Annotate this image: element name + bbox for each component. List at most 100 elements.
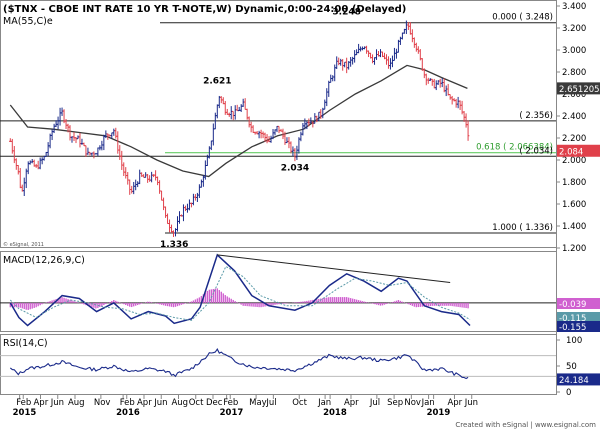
macd-last-value-text: -0.039 [559,300,586,310]
ohlc-bar [178,211,181,224]
ohlc-bar [415,42,418,52]
macd-legend: MACD(12,26,9,C) [3,255,85,266]
x-axis-label: Feb [120,398,135,408]
x-axis-label: Apr [33,398,48,408]
ohlc-bar [251,125,255,133]
macd-signal-line [9,265,471,321]
x-axis-label: Apr [344,398,359,408]
ohlc-bar [221,97,225,105]
x-axis-label: Dec [206,398,223,408]
ohlc-bar [331,75,335,82]
ohlc-bar [327,80,331,97]
x-axis-label: Apr [447,398,462,408]
x-axis-label: Feb [16,398,31,408]
ohlc-bar [60,107,64,116]
ohlc-bar [126,172,130,185]
ohlc-bar [136,181,139,188]
ohlc-bar [345,57,348,74]
ohlc-bar [132,181,136,195]
x-axis-label: 2015 [13,408,37,418]
ohlc-bar [198,184,201,198]
ohlc-bar [158,180,161,194]
ohlc-bar [446,83,450,96]
ohlc-bar [462,111,466,122]
ohlc-bar [335,56,339,70]
ohlc-bar [12,146,16,164]
x-axis-label: Sep [387,398,403,408]
x-axis-label: 2018 [323,408,347,418]
ohlc-bar [176,216,179,232]
fib-level-label: 0.000 ( 3.248) [492,13,553,23]
price-last-value-tag [557,144,600,157]
ohlc-bar [229,106,233,120]
ohlc-bar [86,147,90,155]
ohlc-bar [162,197,165,211]
ohlc-bar [172,230,175,237]
x-axis-label: Aug [171,398,188,408]
ohlc-bar [18,168,22,189]
ohlc-bar [299,131,303,142]
ohlc-bar [233,105,237,120]
ohlc-bar [40,157,44,165]
ohlc-bar [186,203,189,213]
price-axis-label: 2.200 [562,134,586,144]
rsi-legend: RSI(14,C) [3,338,48,349]
ohlc-bar [200,179,203,188]
ohlc-bar [442,78,446,93]
ohlc-bar [297,137,301,154]
ohlc-bar [156,176,159,186]
ohlc-bar [22,177,26,197]
ohlc-bar [212,123,215,146]
x-axis-label: Oct [189,398,204,408]
ohlc-bar [257,130,261,139]
ohlc-bar [38,157,42,170]
ohlc-bar [56,116,60,130]
ohlc-bar [424,73,428,86]
price-axis-label: 2.600 [562,90,586,100]
ohlc-bar [204,160,207,180]
ohlc-bar [184,205,187,212]
macd-last-value-text: -0.115 [559,314,586,324]
x-axis-label: Nov [94,398,111,408]
macd-last-value-tag [557,321,600,332]
ohlc-bar [341,59,344,71]
ohlc-bar [11,138,14,154]
ohlc-bar [216,104,219,119]
ohlc-bar [333,64,337,82]
x-axis-label: Nov [404,398,421,408]
ohlc-bar [259,129,263,139]
ohlc-bar [466,120,470,141]
ohlc-bar [58,107,62,126]
ohlc-bar [413,37,416,48]
macd-line [9,253,471,327]
ohlc-bar [367,50,370,58]
price-axis-label: 1.600 [562,200,586,210]
x-axis-label: Jun [464,398,478,408]
ohlc-bar [395,48,398,59]
ohlc-bar [74,137,78,144]
price-axis-label: 3.400 [562,2,586,12]
ohlc-bar [409,22,412,35]
ohlc-bar [196,192,199,203]
ohlc-bar [434,80,438,91]
x-axis-label: 2019 [427,408,451,418]
ohlc-bar [124,167,128,179]
ohlc-bar [291,146,295,157]
rsi-axis-label: 0 [566,388,571,398]
ohlc-bar [339,58,342,66]
ohlc-bar [373,57,376,65]
price-axis-label: 2.400 [562,112,586,122]
copyright-text: © eSignal, 2011 [3,241,44,248]
ohlc-bar [118,145,122,160]
ohlc-bar [393,47,396,61]
ohlc-bar [353,50,356,63]
x-axis-label: Feb [223,398,238,408]
ohlc-bar [343,61,346,68]
macd-last-value-text: -0.155 [559,323,586,333]
moving-average-line [9,64,468,178]
x-axis-label: May [249,398,267,408]
ohlc-bar [454,98,458,108]
price-annotation: 2.621 [203,77,231,87]
